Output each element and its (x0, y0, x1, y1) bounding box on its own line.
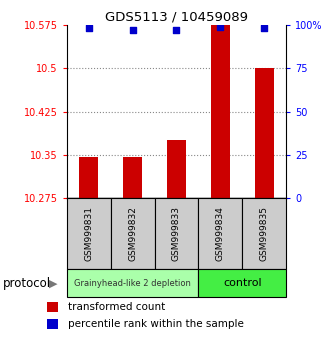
Text: GSM999835: GSM999835 (260, 206, 269, 261)
Bar (155, 198, 198, 269)
Text: GSM999832: GSM999832 (128, 206, 137, 261)
Text: transformed count: transformed count (68, 302, 166, 312)
Text: control: control (223, 278, 262, 288)
Bar (210, 25, 230, 198)
Point (86, 25, 91, 31)
Bar (67, 269, 198, 297)
Bar (111, 198, 155, 269)
Point (262, 25, 267, 31)
Point (218, 24, 223, 29)
Bar (198, 269, 286, 297)
Title: GDS5113 / 10459089: GDS5113 / 10459089 (105, 11, 248, 24)
Bar (123, 156, 143, 198)
Bar (79, 156, 99, 198)
Text: GSM999834: GSM999834 (216, 206, 225, 261)
Bar (198, 198, 242, 269)
Bar (166, 141, 186, 198)
Bar (47, 302, 58, 312)
Text: Grainyhead-like 2 depletion: Grainyhead-like 2 depletion (74, 279, 191, 288)
Text: GSM999833: GSM999833 (172, 206, 181, 261)
Point (174, 27, 179, 33)
Bar (254, 68, 274, 198)
Bar (242, 198, 286, 269)
Text: ▶: ▶ (49, 278, 58, 288)
Text: GSM999831: GSM999831 (84, 206, 93, 261)
Text: protocol: protocol (3, 277, 52, 290)
Text: percentile rank within the sample: percentile rank within the sample (68, 319, 244, 329)
Bar (47, 319, 58, 329)
Bar (67, 198, 111, 269)
Point (130, 27, 135, 33)
